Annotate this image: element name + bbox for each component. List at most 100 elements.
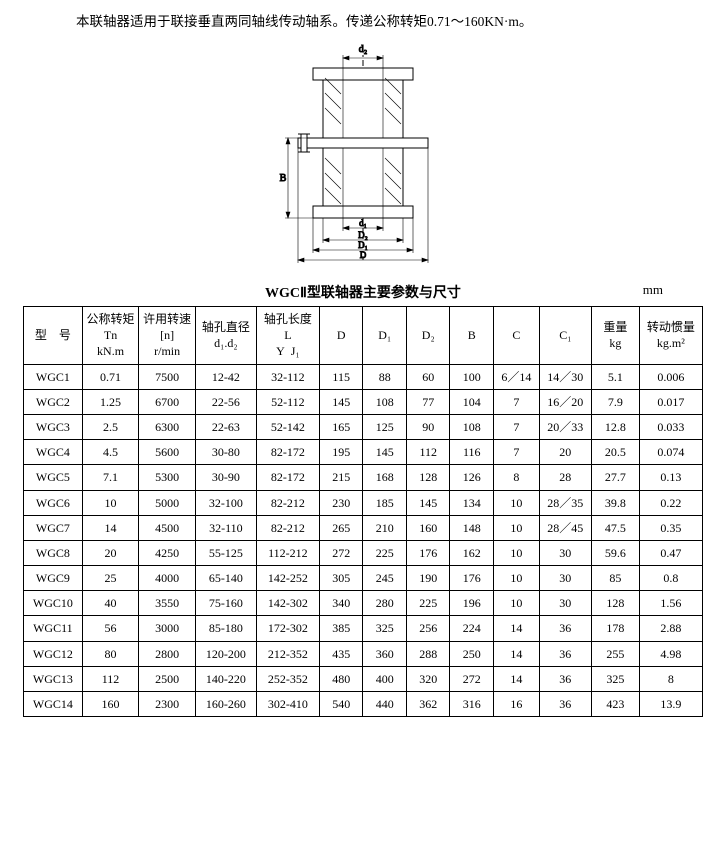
- cell-inertia: 0.006: [639, 364, 702, 389]
- cell-inertia: 2.88: [639, 616, 702, 641]
- table-row: WGC32.5630022-6352-14216512590108720／331…: [24, 414, 703, 439]
- cell-model: WGC7: [24, 515, 83, 540]
- cell-C1: 36: [539, 616, 591, 641]
- cell-L: 142-302: [256, 591, 319, 616]
- th-C1: C₁: [539, 307, 591, 365]
- table-row: WGC57.1530030-9082-17221516812812682827.…: [24, 465, 703, 490]
- cell-kg: 85: [591, 566, 639, 591]
- cell-L: 82-212: [256, 515, 319, 540]
- cell-D2: 145: [406, 490, 450, 515]
- cell-model: WGC3: [24, 414, 83, 439]
- dim-D2-label: D₂: [358, 230, 368, 240]
- cell-D2: 256: [406, 616, 450, 641]
- cell-D2: 160: [406, 515, 450, 540]
- cell-C: 10: [494, 490, 540, 515]
- cell-D: 265: [319, 515, 363, 540]
- cell-inertia: 0.033: [639, 414, 702, 439]
- cell-L: 32-112: [256, 364, 319, 389]
- cell-C: 10: [494, 591, 540, 616]
- cell-model: WGC6: [24, 490, 83, 515]
- cell-B: 100: [450, 364, 494, 389]
- cell-C1: 36: [539, 692, 591, 717]
- cell-kg: 5.1: [591, 364, 639, 389]
- cell-model: WGC8: [24, 540, 83, 565]
- cell-model: WGC2: [24, 389, 83, 414]
- cell-inertia: 0.074: [639, 440, 702, 465]
- cell-B: 134: [450, 490, 494, 515]
- cell-D2: 77: [406, 389, 450, 414]
- th-D1: D₁: [363, 307, 407, 365]
- cell-B: 176: [450, 566, 494, 591]
- cell-d12: 32-100: [195, 490, 256, 515]
- cell-inertia: 8: [639, 666, 702, 691]
- cell-D2: 190: [406, 566, 450, 591]
- th-model: 型 号: [24, 307, 83, 365]
- dim-B-label: B: [280, 173, 287, 184]
- table-title: WGCⅡ型联轴器主要参数与尺寸: [23, 282, 703, 302]
- th-tn: 公称转矩TnkN.m: [82, 307, 139, 365]
- cell-D: 340: [319, 591, 363, 616]
- dim-D-label: D: [360, 250, 367, 260]
- cell-D2: 90: [406, 414, 450, 439]
- cell-kg: 7.9: [591, 389, 639, 414]
- cell-D: 540: [319, 692, 363, 717]
- table-row: WGC131122500140-220252-35248040032027214…: [24, 666, 703, 691]
- th-inertia: 转动惯量kg.m²: [639, 307, 702, 365]
- cell-C: 14: [494, 666, 540, 691]
- cell-model: WGC14: [24, 692, 83, 717]
- cell-D1: 210: [363, 515, 407, 540]
- cell-inertia: 1.56: [639, 591, 702, 616]
- cell-inertia: 0.13: [639, 465, 702, 490]
- cell-tn: 2.5: [82, 414, 139, 439]
- table-row: WGC10.71750012-4232-11211588601006／1414／…: [24, 364, 703, 389]
- cell-d12: 160-260: [195, 692, 256, 717]
- cell-d12: 22-63: [195, 414, 256, 439]
- th-d12: 轴孔直径d₁.d₂: [195, 307, 256, 365]
- cell-n: 2300: [139, 692, 196, 717]
- dim-D1-label: D₁: [358, 240, 368, 250]
- cell-D: 305: [319, 566, 363, 591]
- cell-B: 148: [450, 515, 494, 540]
- cell-C: 7: [494, 414, 540, 439]
- cell-kg: 12.8: [591, 414, 639, 439]
- cell-D1: 185: [363, 490, 407, 515]
- cell-L: 52-112: [256, 389, 319, 414]
- cell-n: 3000: [139, 616, 196, 641]
- cell-n: 3550: [139, 591, 196, 616]
- cell-n: 2800: [139, 641, 196, 666]
- table-row: WGC44.5560030-8082-17219514511211672020.…: [24, 440, 703, 465]
- cell-D: 145: [319, 389, 363, 414]
- dim-d2-label: d₂: [359, 44, 368, 55]
- cell-C1: 14／30: [539, 364, 591, 389]
- cell-D1: 360: [363, 641, 407, 666]
- cell-C: 8: [494, 465, 540, 490]
- cell-tn: 4.5: [82, 440, 139, 465]
- cell-n: 6300: [139, 414, 196, 439]
- cell-C1: 28／45: [539, 515, 591, 540]
- th-kg: 重量kg: [591, 307, 639, 365]
- cell-C: 10: [494, 515, 540, 540]
- cell-L: 252-352: [256, 666, 319, 691]
- cell-kg: 39.8: [591, 490, 639, 515]
- table-row: WGC610500032-10082-2122301851451341028／3…: [24, 490, 703, 515]
- table-row: WGC714450032-11082-2122652101601481028／4…: [24, 515, 703, 540]
- cell-D: 385: [319, 616, 363, 641]
- cell-kg: 128: [591, 591, 639, 616]
- cell-kg: 255: [591, 641, 639, 666]
- cell-D: 480: [319, 666, 363, 691]
- cell-D1: 400: [363, 666, 407, 691]
- cell-model: WGC12: [24, 641, 83, 666]
- cell-L: 302-410: [256, 692, 319, 717]
- table-unit: mm: [643, 282, 663, 298]
- cell-D1: 88: [363, 364, 407, 389]
- cell-tn: 25: [82, 566, 139, 591]
- cell-C1: 16／20: [539, 389, 591, 414]
- cell-D2: 320: [406, 666, 450, 691]
- cell-L: 82-172: [256, 440, 319, 465]
- cell-n: 2500: [139, 666, 196, 691]
- cell-inertia: 0.35: [639, 515, 702, 540]
- cell-d12: 140-220: [195, 666, 256, 691]
- table-row: WGC925400065-140142-25230524519017610308…: [24, 566, 703, 591]
- th-D: D: [319, 307, 363, 365]
- cell-B: 250: [450, 641, 494, 666]
